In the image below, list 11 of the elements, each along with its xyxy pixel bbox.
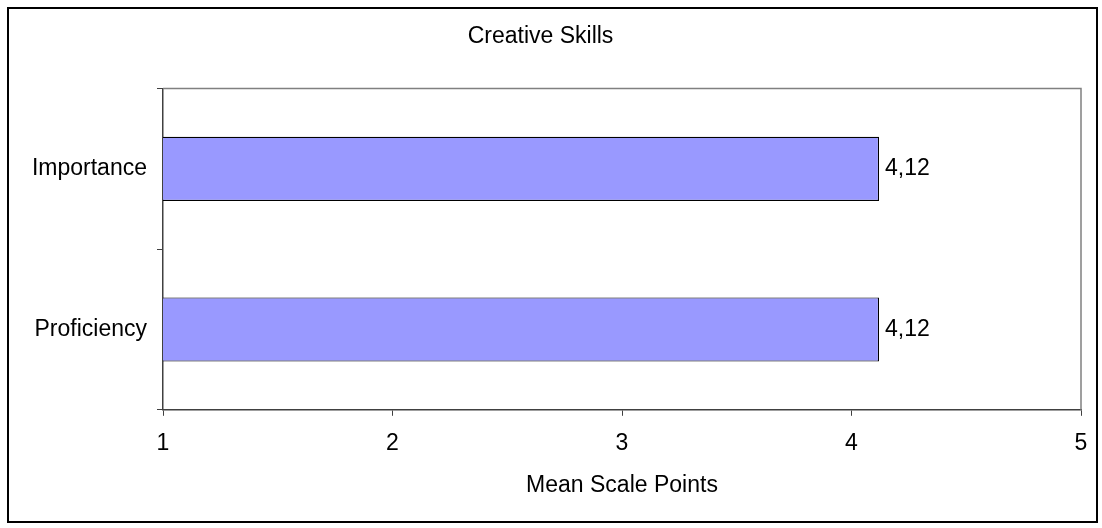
x-tick-label: 5 xyxy=(1074,428,1088,455)
data-label: 4,12 xyxy=(885,154,930,181)
x-tick-label: 4 xyxy=(845,428,859,455)
x-tick-label: 1 xyxy=(156,428,170,455)
y-tick-label: Importance xyxy=(31,154,147,181)
y-tick-label: Proficiency xyxy=(34,314,148,341)
data-label: 4,12 xyxy=(885,314,930,341)
x-axis-title: Mean Scale Points xyxy=(526,470,718,497)
x-tick-label: 2 xyxy=(386,428,399,455)
chart-title: Creative Skills xyxy=(467,22,614,49)
x-tick-label: 3 xyxy=(615,428,629,455)
